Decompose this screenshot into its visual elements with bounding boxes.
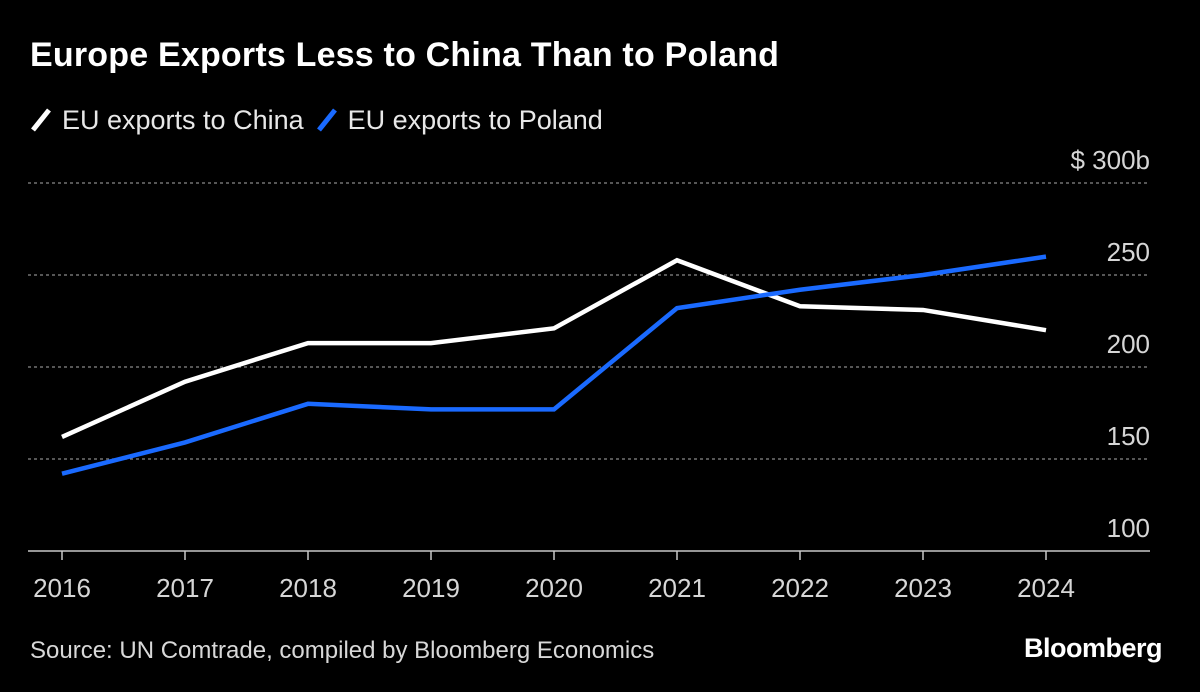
x-tick-label-2019: 2019 [402, 573, 460, 603]
x-tick-label-2021: 2021 [648, 573, 706, 603]
legend-swatch-poland [316, 108, 337, 132]
legend-item-china: EU exports to China [30, 105, 304, 136]
series-line-poland [61, 254, 1047, 476]
chart-title: Europe Exports Less to China Than to Pol… [30, 36, 780, 74]
y-tick-label-150: 150 [1107, 421, 1150, 451]
y-tick-label-300: $ 300b [1070, 145, 1150, 175]
bloomberg-logo: Bloomberg [1023, 633, 1163, 663]
x-tick-label-2018: 2018 [279, 573, 337, 603]
source-note: Source: UN Comtrade, compiled by Bloombe… [30, 637, 655, 664]
x-tick-label-2017: 2017 [156, 573, 214, 603]
x-tick-label-2023: 2023 [894, 573, 952, 603]
x-tick-label-2016: 2016 [33, 573, 91, 603]
legend-item-poland: EU exports to Poland [316, 105, 603, 136]
legend: EU exports to China EU exports to Poland [30, 102, 615, 138]
x-tick-label-2020: 2020 [525, 573, 583, 603]
y-tick-label-250: 250 [1107, 237, 1150, 267]
x-tick-label-2022: 2022 [771, 573, 829, 603]
y-tick-label-100: 100 [1107, 513, 1150, 543]
y-tick-label-200: 200 [1107, 329, 1150, 359]
legend-label-poland: EU exports to Poland [347, 104, 603, 135]
x-tick-label-2024: 2024 [1017, 573, 1075, 603]
legend-label-china: EU exports to China [62, 104, 304, 135]
legend-swatch-china [31, 108, 51, 132]
series-line-china [61, 257, 1047, 439]
